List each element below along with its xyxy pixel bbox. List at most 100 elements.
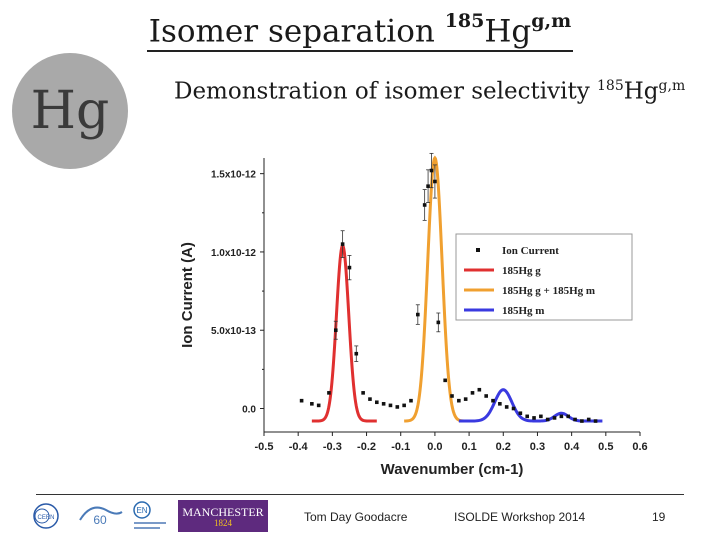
y-tick-label: 1.5x10-12 (211, 170, 256, 181)
y-axis-label: Ion Current (A) (179, 242, 196, 348)
data-point (498, 402, 502, 406)
manchester-logo-year: 1824 (214, 518, 232, 528)
data-point (457, 398, 461, 403)
en-department-logo: EN (132, 500, 170, 532)
footer-page-number: 19 (652, 510, 666, 524)
data-point (409, 398, 413, 403)
manchester-logo-text: MANCHESTER (182, 505, 264, 519)
svg-text:CERN: CERN (37, 515, 54, 521)
data-point (299, 398, 304, 403)
chart-legend: Ion Current 185Hg g 185Hg g + 185Hg m 185Hg… (455, 233, 633, 321)
x-tick-label: -0.1 (391, 441, 410, 453)
data-point (433, 179, 437, 184)
data-point (484, 394, 488, 398)
element-symbol: Hg (30, 81, 110, 141)
x-tick-label: -0.2 (357, 441, 376, 453)
data-point (426, 184, 430, 188)
chart-fit-curves (311, 155, 603, 423)
data-point (491, 398, 495, 403)
data-point (470, 391, 475, 395)
svg-text:EN: EN (136, 506, 147, 515)
data-point (463, 397, 468, 401)
data-point (450, 394, 454, 398)
x-tick-label: 0.3 (530, 441, 545, 453)
x-tick-label: 0.6 (632, 441, 647, 453)
data-point (511, 406, 516, 411)
data-point (388, 403, 393, 408)
mercury-element-badge: Hg (12, 53, 128, 169)
chart-axes: -0.5 -0.4 -0.3 -0.2 -0.1 0.0 0.1 0.2 0.3 0.4 0.5 0.… (179, 158, 648, 478)
x-tick-label: 0.1 (461, 441, 476, 453)
data-point (566, 414, 571, 419)
legend-hg-m-label: 185Hg m (502, 305, 544, 317)
data-point (559, 414, 564, 419)
data-point (477, 387, 482, 392)
data-point (347, 265, 352, 270)
data-point (361, 391, 365, 395)
data-point (586, 417, 591, 422)
footer-author: Tom Day Goodacre (304, 510, 408, 524)
legend-ion-current-label: Ion Current (502, 245, 559, 257)
data-point (580, 419, 584, 423)
legend-box (455, 233, 633, 321)
footer-event: ISOLDE Workshop 2014 (454, 510, 586, 524)
x-tick-label: -0.4 (289, 441, 309, 453)
data-point (593, 419, 598, 423)
data-point (327, 391, 331, 395)
data-point (573, 417, 577, 422)
subtitle-element: Hg (623, 78, 659, 105)
subtitle-mass-number: 185 (597, 78, 624, 94)
data-point (333, 328, 338, 333)
y-tick-label: 1.0x10-12 (211, 248, 256, 259)
x-tick-label: 0.4 (564, 441, 580, 453)
x-tick-label: -0.3 (323, 441, 342, 453)
ion-current-chart: -0.5 -0.4 -0.3 -0.2 -0.1 0.0 0.1 0.2 0.3 0.4 0.5 0.… (179, 152, 648, 478)
data-point (443, 378, 447, 383)
slide-subtitle: Demonstration of isomer selectivity 185H… (174, 78, 685, 105)
data-point (532, 416, 536, 420)
title-isomer-label: g,m (531, 10, 572, 32)
footer-divider (36, 494, 684, 495)
legend-ion-current-marker (476, 248, 480, 252)
data-point (545, 417, 550, 422)
title-main-text: Isomer separation (148, 13, 445, 50)
data-point (354, 351, 359, 356)
data-point (504, 405, 509, 409)
cern-logo: CERN (28, 500, 68, 532)
y-tick-label: 5.0x10-13 (211, 326, 256, 337)
subtitle-main-text: Demonstration of isomer selectivity (174, 78, 598, 105)
svg-text:60: 60 (93, 513, 107, 527)
legend-hg-gm-label: 185Hg g + 185Hg m (502, 285, 595, 297)
y-tick-label: 0.0 (242, 405, 256, 416)
data-point (525, 414, 529, 419)
cern-60-logo: 60 (76, 500, 126, 532)
chart-data-points (299, 152, 598, 423)
data-point (416, 312, 420, 317)
x-axis-label: Wavenumber (cm-1) (381, 461, 524, 478)
title-element: Hg (484, 13, 532, 50)
data-point (316, 403, 321, 408)
manchester-logo: MANCHESTER 1824 (178, 500, 268, 532)
data-point (310, 402, 314, 406)
data-point (340, 242, 345, 246)
x-tick-label: -0.5 (255, 441, 274, 453)
data-point (429, 168, 434, 173)
data-point (518, 411, 523, 416)
x-tick-label: 0.2 (496, 441, 511, 453)
subtitle-isomer-label: g,m (658, 78, 686, 94)
fit-curve-hg-gm (404, 155, 466, 423)
data-point (552, 416, 557, 420)
title-mass-number: 185 (444, 10, 485, 32)
data-point (395, 405, 400, 409)
data-point (436, 320, 441, 325)
data-point (422, 203, 427, 207)
fit-curve-hg-g (311, 243, 377, 423)
data-point (381, 402, 386, 406)
legend-hg-g-label: 185Hg g (502, 265, 541, 277)
x-tick-label: 0.0 (427, 441, 442, 453)
data-point (368, 397, 372, 401)
data-point (539, 414, 543, 419)
data-point (402, 403, 406, 408)
x-tick-label: 0.5 (598, 441, 613, 453)
data-point (375, 400, 379, 405)
